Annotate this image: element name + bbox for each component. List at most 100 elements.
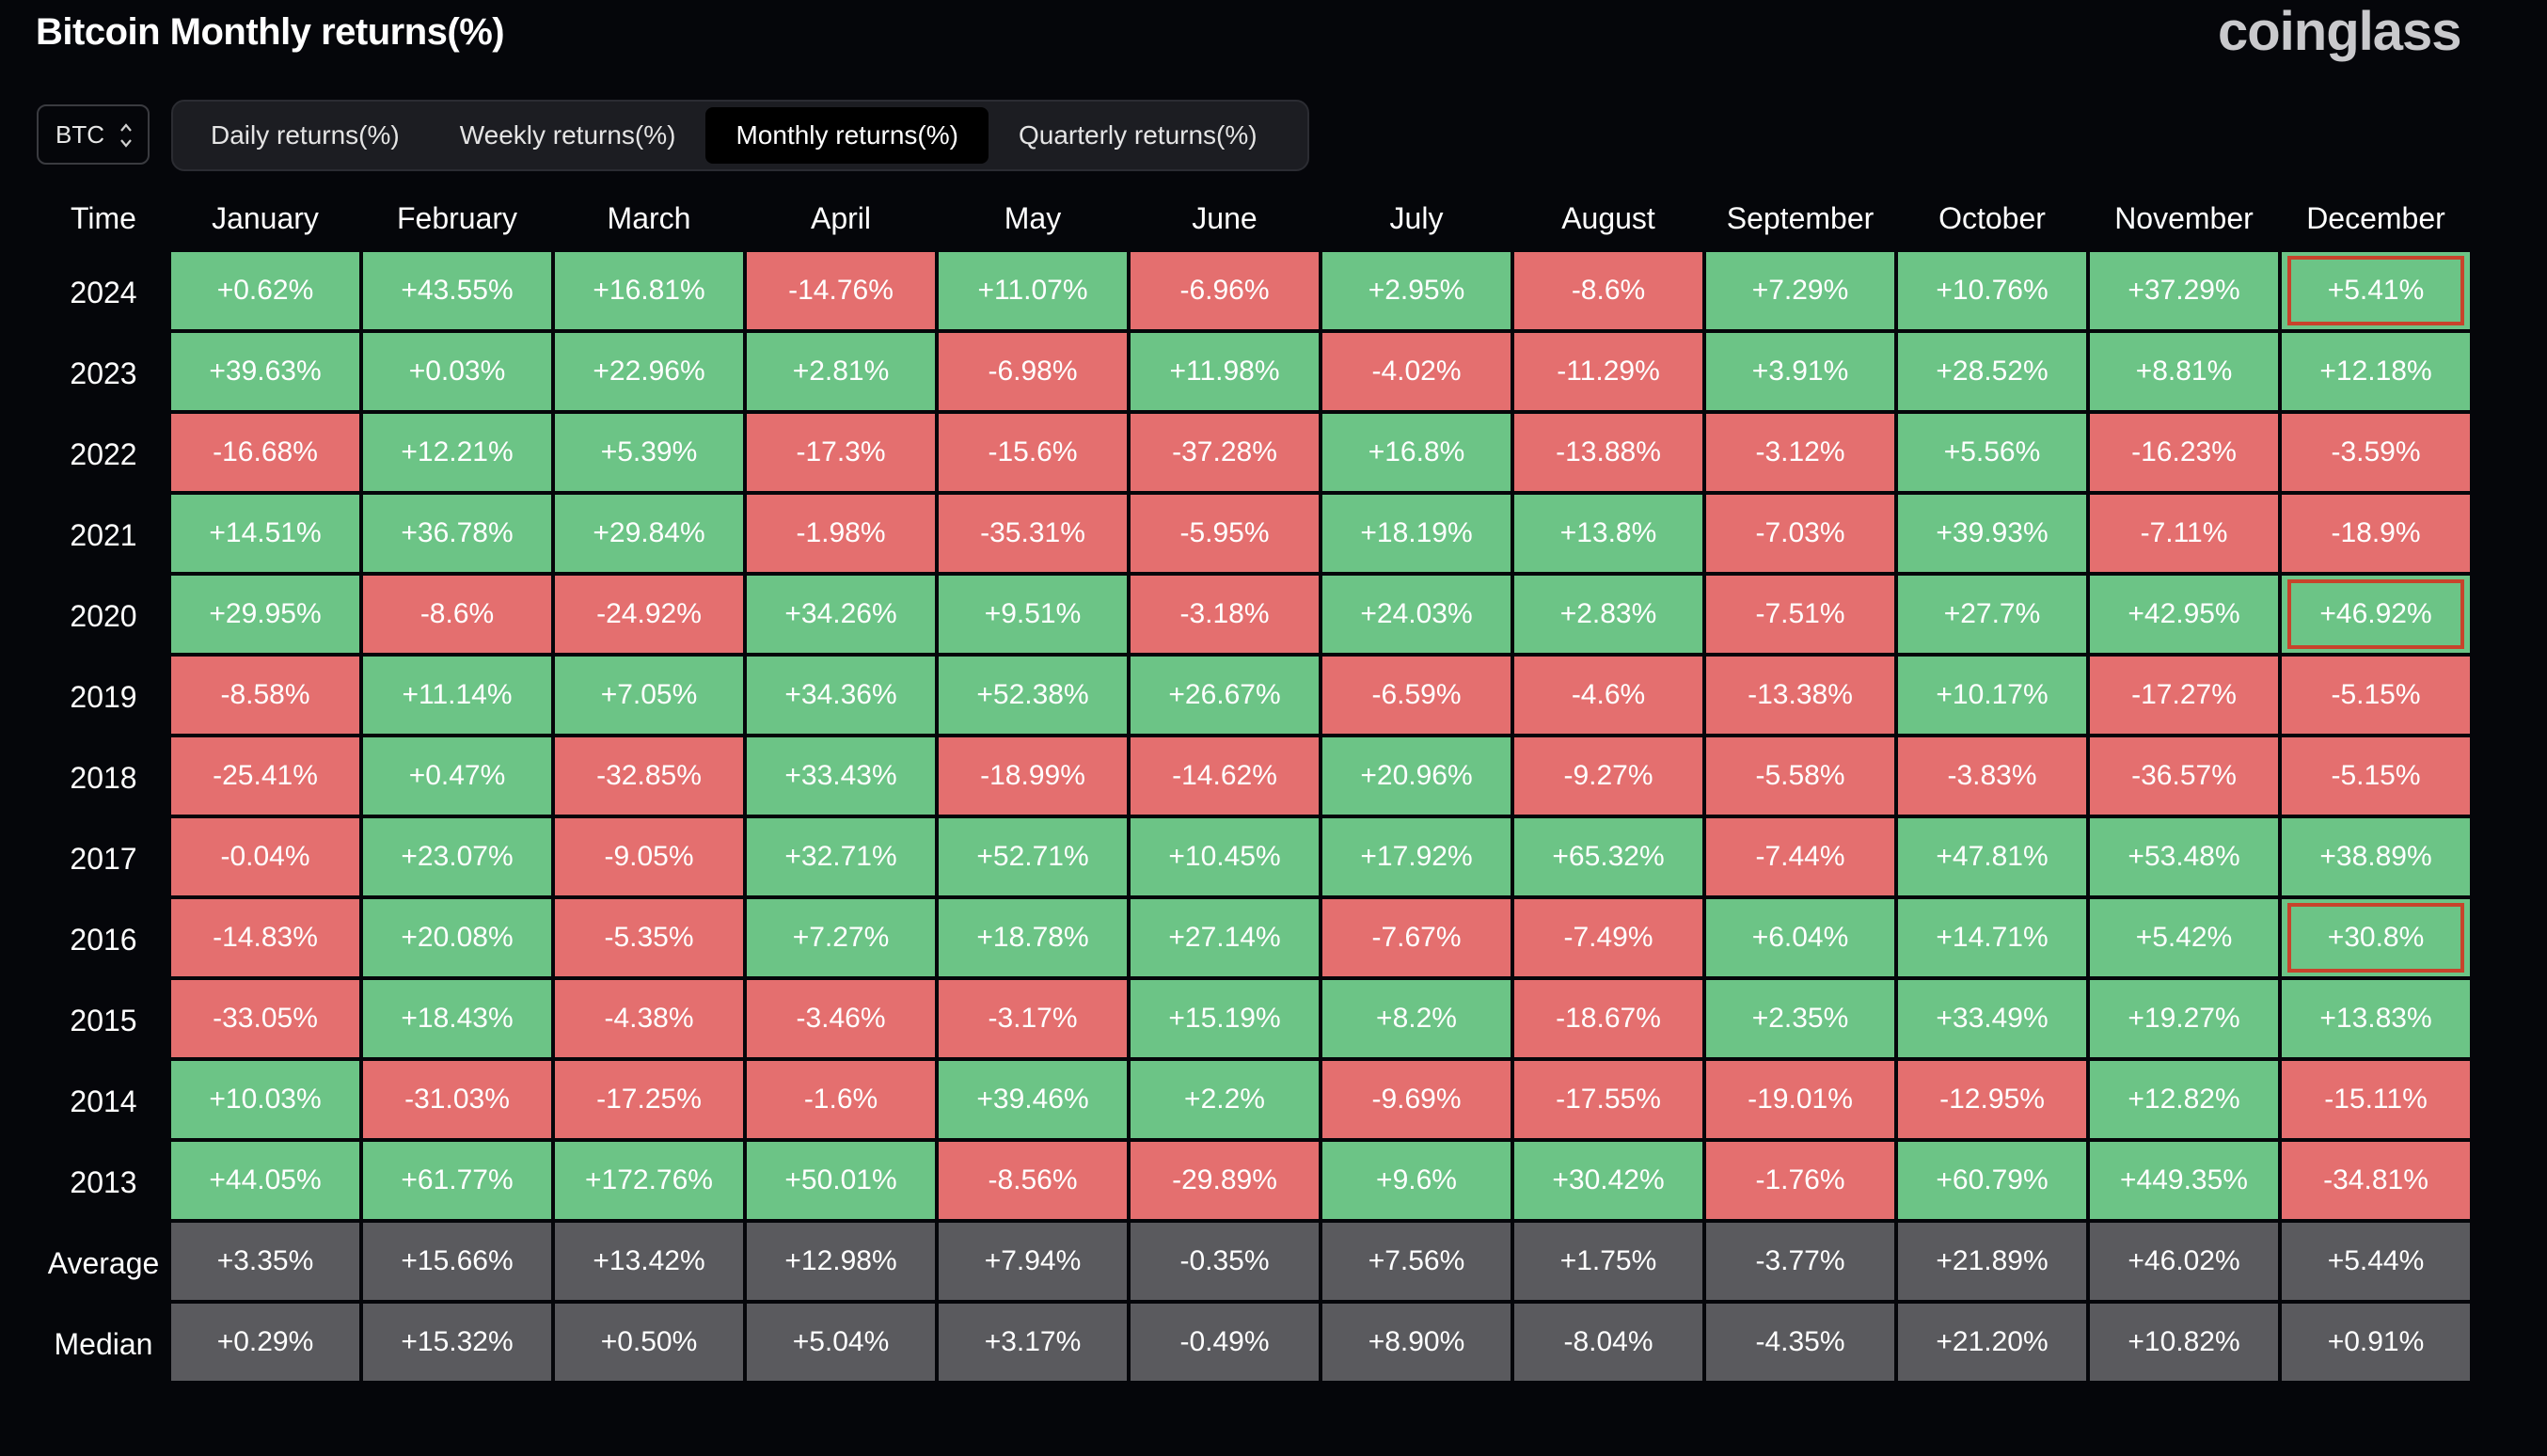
return-cell: +5.56% [1898,414,2086,491]
column-header-time[interactable]: Time [71,200,136,235]
return-cell: +449.35% [2090,1142,2278,1219]
tab-monthly-returns[interactable]: Monthly returns(%) [705,107,989,164]
page-title: Bitcoin Monthly returns(%) [36,11,505,53]
coin-select-value: BTC [55,119,104,149]
return-cell: +5.42% [2090,899,2278,976]
return-cell: -5.15% [2282,737,2470,815]
column-header-november[interactable]: November [2114,200,2254,235]
column-header-february[interactable]: February [396,200,518,235]
return-cell: -16.68% [171,414,359,491]
row-label: 2015 [70,1003,137,1037]
return-cell: +1.75% [1514,1223,1702,1300]
column-header-july[interactable]: July [1389,200,1444,235]
return-cell: +19.27% [2090,980,2278,1057]
return-cell: -18.67% [1514,980,1702,1057]
return-cell: +28.52% [1898,333,2086,410]
return-cell: +21.20% [1898,1304,2086,1381]
return-cell: -7.67% [1322,899,1511,976]
return-cell: -25.41% [171,737,359,815]
return-cell: -5.35% [555,899,743,976]
column-header-january[interactable]: January [212,200,319,235]
return-cell: +8.2% [1322,980,1511,1057]
return-cell: +5.39% [555,414,743,491]
return-cell: -7.49% [1514,899,1702,976]
return-cell: -18.9% [2282,495,2470,572]
return-cell: -12.95% [1898,1061,2086,1138]
table-row-2013: 2013 +44.05% +61.77% +172.76% +50.01% -8.56% -… [36,1142,2474,1223]
return-cell: -8.56% [939,1142,1127,1219]
return-cell: -15.11% [2282,1061,2470,1138]
return-cell: +12.21% [363,414,551,491]
return-cell: -8.6% [363,576,551,653]
column-header-may[interactable]: May [1004,200,1062,235]
return-cell: +7.27% [747,899,935,976]
return-cell: +10.03% [171,1061,359,1138]
return-cell: +52.71% [939,818,1127,895]
column-header-october[interactable]: October [1938,200,2046,235]
tab-quarterly-returns[interactable]: Quarterly returns(%) [1018,120,1258,150]
return-cell: +172.76% [555,1142,743,1219]
return-cell: -5.95% [1131,495,1319,572]
return-cell: -6.98% [939,333,1127,410]
tab-daily-returns[interactable]: Daily returns(%) [211,120,400,150]
return-cell: -9.05% [555,818,743,895]
return-cell: -6.59% [1322,657,1511,734]
return-cell: -19.01% [1706,1061,1894,1138]
return-cell: +8.81% [2090,333,2278,410]
column-header-april[interactable]: April [810,200,871,235]
return-cell: -1.76% [1706,1142,1894,1219]
return-cell: +27.7% [1898,576,2086,653]
row-label: 2023 [70,356,137,390]
return-cell: -6.96% [1131,252,1319,329]
return-cell: +33.43% [747,737,935,815]
return-cell: -1.6% [747,1061,935,1138]
column-header-august[interactable]: August [1561,200,1655,235]
column-header-september[interactable]: September [1726,200,1875,235]
return-cell: +15.66% [363,1223,551,1300]
return-cell: +43.55% [363,252,551,329]
return-cell: +23.07% [363,818,551,895]
tab-weekly-returns[interactable]: Weekly returns(%) [459,120,676,150]
return-cell: -14.76% [747,252,935,329]
return-cell: -36.57% [2090,737,2278,815]
return-cell: +2.81% [747,333,935,410]
return-cell: +8.90% [1322,1304,1511,1381]
return-cell: +36.78% [363,495,551,572]
column-header-march[interactable]: March [607,200,691,235]
return-cell: +13.42% [555,1223,743,1300]
return-cell: +11.07% [939,252,1127,329]
row-label: 2013 [70,1164,137,1199]
return-cell: +39.93% [1898,495,2086,572]
column-header-december[interactable]: December [2306,200,2445,235]
row-label: 2018 [70,760,137,795]
return-cell: -11.29% [1514,333,1702,410]
coin-select[interactable]: BTC [37,104,150,165]
return-cell: +47.81% [1898,818,2086,895]
return-cell: +3.35% [171,1223,359,1300]
return-cell: -0.49% [1131,1304,1319,1381]
coinglass-logo[interactable]: coinglass [2218,1,2462,62]
return-cell: -7.11% [2090,495,2278,572]
return-cell: +14.51% [171,495,359,572]
return-cell: -17.3% [747,414,935,491]
return-cell: +44.05% [171,1142,359,1219]
return-cell: -29.89% [1131,1142,1319,1219]
return-cell: -13.88% [1514,414,1702,491]
return-cell: +11.98% [1131,333,1319,410]
row-label: 2016 [70,922,137,957]
return-cell: -34.81% [2282,1142,2470,1219]
return-cell: +0.29% [171,1304,359,1381]
return-cell: +20.96% [1322,737,1511,815]
table-header-row: Time January February March April May June July… [36,184,2474,252]
return-cell: +14.71% [1898,899,2086,976]
return-cell: +15.32% [363,1304,551,1381]
return-cell: -9.27% [1514,737,1702,815]
return-cell: -3.59% [2282,414,2470,491]
return-cell: +0.47% [363,737,551,815]
return-cell: +30.42% [1514,1142,1702,1219]
return-cell: +6.04% [1706,899,1894,976]
return-cell: -14.62% [1131,737,1319,815]
return-cell: -4.38% [555,980,743,1057]
return-cell: +32.71% [747,818,935,895]
column-header-june[interactable]: June [1192,200,1258,235]
